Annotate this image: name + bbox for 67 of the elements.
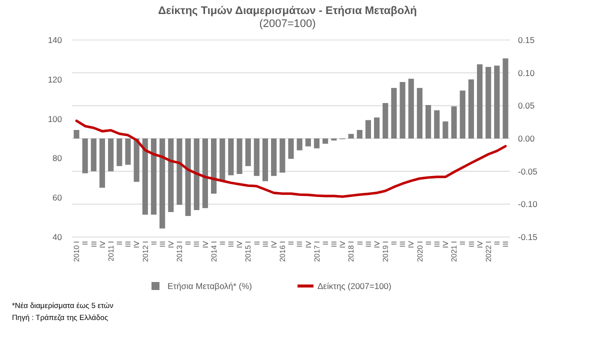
y2-tick-label: -0.05 <box>518 166 538 176</box>
bar <box>280 138 286 173</box>
bar <box>194 138 200 210</box>
legend-label: Δείκτης (2007=100) <box>318 280 392 291</box>
bar <box>391 88 397 138</box>
y-tick-label: 120 <box>48 74 62 84</box>
bar <box>236 138 242 174</box>
bar <box>262 138 268 182</box>
bar <box>271 138 277 176</box>
bar <box>486 66 492 138</box>
bar <box>442 121 448 138</box>
bar <box>125 138 131 165</box>
bar <box>168 138 174 212</box>
line-series <box>75 120 507 198</box>
y2-tick-label: -0.15 <box>518 232 538 242</box>
bar <box>160 138 166 228</box>
bar <box>150 138 157 215</box>
bar <box>142 138 148 215</box>
chart-title: Δείκτης Τιμών Διαμερισμάτων - Ετήσια Μεταβολή <box>158 5 418 17</box>
bar <box>108 138 114 172</box>
y-tick-label: 80 <box>52 153 62 164</box>
bar <box>322 138 328 144</box>
y2-tick-label: 0.15 <box>518 34 535 45</box>
bar <box>305 138 311 146</box>
y-tick-label: 100 <box>48 114 62 124</box>
bar <box>176 138 182 205</box>
bar <box>382 103 388 138</box>
bar <box>228 138 234 176</box>
bar <box>202 138 208 208</box>
bar <box>74 130 80 138</box>
bar <box>210 138 217 194</box>
bar <box>288 138 294 159</box>
y2-tick-label: 0.00 <box>518 133 535 144</box>
bar <box>451 106 457 138</box>
bar <box>494 66 500 138</box>
chart-subtitle: (2007=100) <box>259 18 316 30</box>
bar <box>356 130 362 138</box>
bar <box>99 138 106 188</box>
y2-tick-label: 0.05 <box>518 100 535 111</box>
bar <box>245 138 251 166</box>
y2-tick-label: -0.10 <box>518 199 538 210</box>
legend-label: Ετήσια Μεταβολή* (%) <box>168 280 252 291</box>
bar <box>502 58 508 138</box>
bar <box>314 138 320 148</box>
bar <box>220 138 226 181</box>
bar <box>254 138 260 176</box>
bar <box>90 138 96 172</box>
y-tick-label: 60 <box>52 192 62 203</box>
bar <box>116 138 122 166</box>
bar <box>434 110 440 138</box>
bar <box>416 88 422 138</box>
bar <box>374 117 380 138</box>
y-tick-label: 140 <box>48 34 62 45</box>
bar <box>134 138 140 182</box>
y-tick-label: 40 <box>52 232 62 242</box>
bar <box>365 120 372 138</box>
bar <box>425 105 432 138</box>
y2-tick-label: 0.10 <box>518 68 535 78</box>
bar <box>400 82 406 138</box>
bar <box>82 138 88 174</box>
bar <box>296 138 302 150</box>
bar <box>185 138 191 216</box>
bar <box>460 90 466 138</box>
bar <box>468 79 474 138</box>
bar <box>348 134 354 138</box>
bar <box>408 78 414 138</box>
bar <box>476 64 483 138</box>
